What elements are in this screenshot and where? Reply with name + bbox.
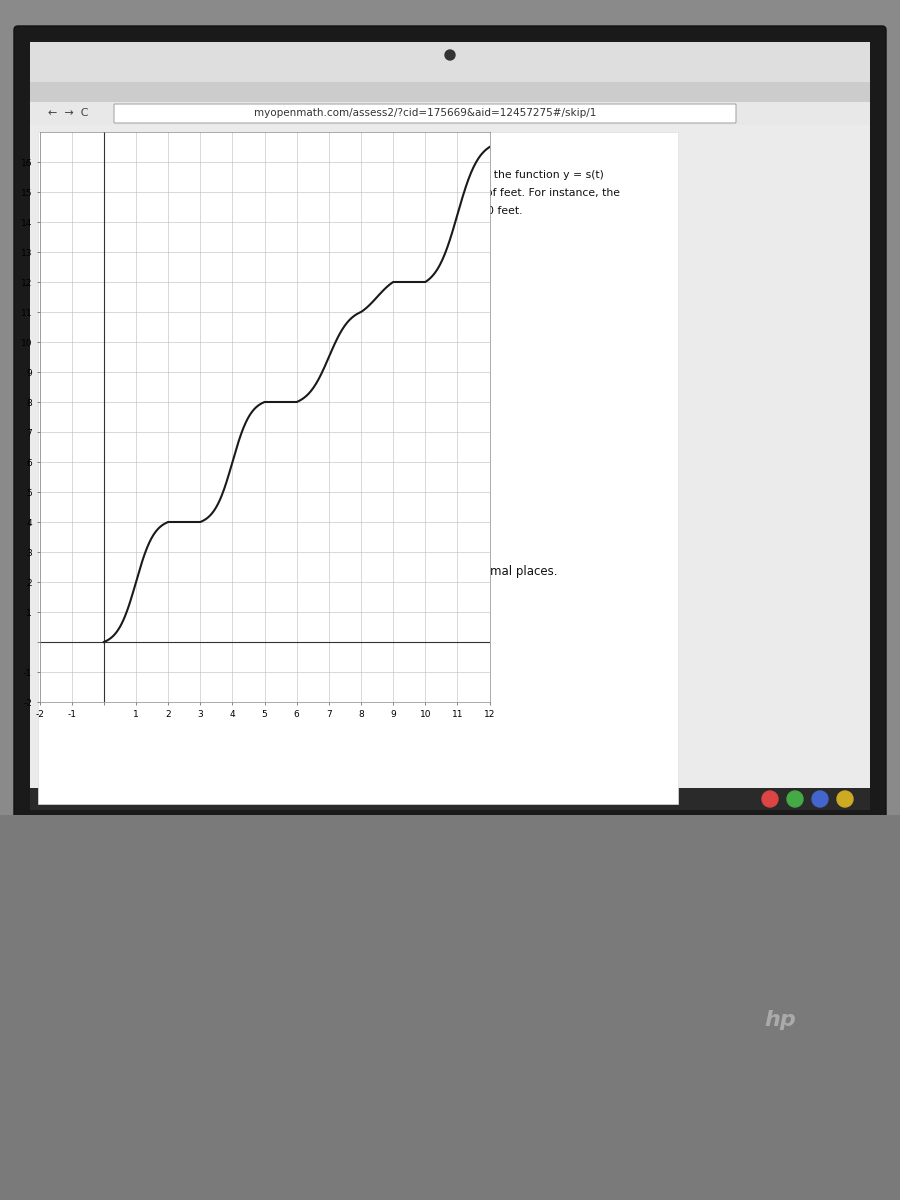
Bar (30, 42, 870, 810)
FancyBboxPatch shape (114, 104, 736, 122)
Circle shape (49, 684, 59, 696)
Text: when the car is stopped: when the car is stopped (64, 655, 206, 668)
FancyBboxPatch shape (46, 586, 194, 608)
Circle shape (445, 50, 455, 60)
Bar (0, 815, 900, 1200)
Circle shape (762, 791, 778, 806)
Circle shape (49, 656, 59, 667)
Circle shape (787, 791, 803, 806)
Text: <   >: < > (257, 144, 291, 156)
Bar (30, 42, 870, 82)
Text: The position of a car driving along a straight road at time t in minutes is give: The position of a car driving along a st… (46, 170, 604, 180)
Text: b.  What do the flat portions (where the slope = 0) of the graph represent?: b. What do the flat portions (where the … (46, 628, 490, 641)
Text: when the car is decelerating: when the car is decelerating (64, 684, 233, 696)
Text: point (2, 4) on the graph indicates that after 2 minutes, the car has traveled 4: point (2, 4) on the graph indicates that… (46, 206, 523, 216)
FancyBboxPatch shape (42, 138, 222, 162)
Bar (30, 82, 870, 102)
Circle shape (47, 145, 57, 155)
Text: hp: hp (764, 1010, 796, 1030)
Bar (30, 125, 870, 810)
Text: myopenmath.com/assess2/?cid=175669&aid=12457275#/skip/1: myopenmath.com/assess2/?cid=175669&aid=1… (254, 108, 596, 118)
Circle shape (837, 791, 853, 806)
Text: that is shown here. The car’s position function has units measured in thousands : that is shown here. The car’s position f… (46, 188, 620, 198)
Text: Question 1: Question 1 (61, 144, 137, 156)
Text: ←  →  C: ← → C (48, 108, 88, 118)
Bar (38, 132, 678, 804)
FancyBboxPatch shape (227, 138, 249, 162)
Text: ▼: ▼ (234, 145, 242, 155)
Circle shape (812, 791, 828, 806)
Bar (30, 102, 870, 125)
FancyBboxPatch shape (253, 138, 295, 162)
FancyBboxPatch shape (14, 26, 886, 824)
Bar (30, 788, 870, 810)
Text: a.  What is the car’s average velocity from t = 0 to t = 12? Round to 2 decimal : a. What is the car’s average velocity fr… (46, 565, 557, 578)
Text: ft / min: ft / min (200, 590, 245, 604)
